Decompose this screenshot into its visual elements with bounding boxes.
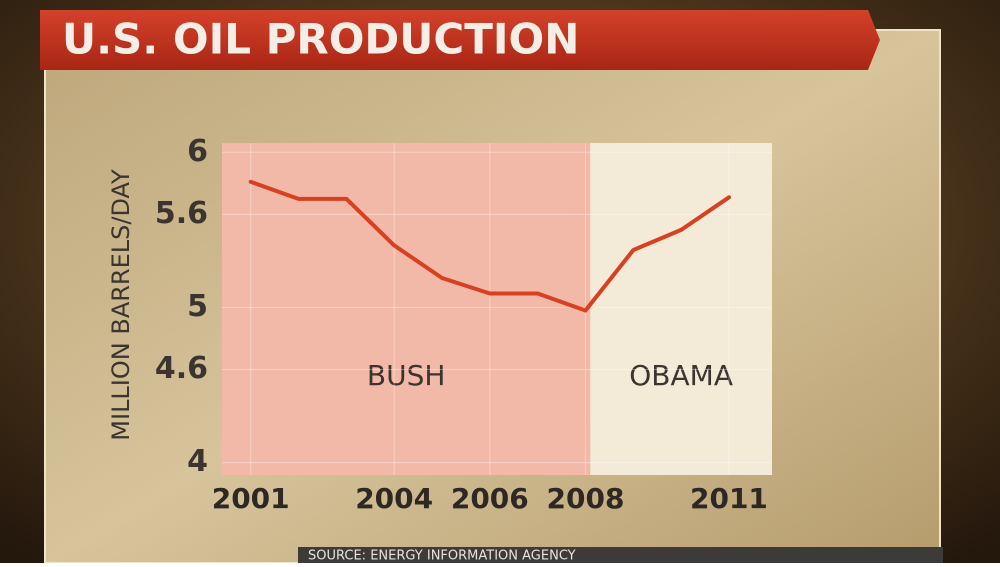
x-tick-label: 2001	[212, 482, 290, 515]
y-tick-label: 5.6	[155, 196, 208, 231]
region	[590, 143, 772, 475]
source: SOURCE: ENERGY INFORMATION AGENCY	[308, 549, 576, 564]
chart-title: U.S. OIL PRODUCTION	[62, 15, 579, 64]
x-tick-label: 2004	[355, 482, 433, 515]
y-tick-label: 5	[187, 289, 208, 324]
y-tick-label: 6	[187, 134, 208, 169]
line	[248, 179, 731, 313]
region-label: BUSH	[367, 359, 446, 392]
y-tick-label: 4	[187, 444, 208, 479]
source-bar	[298, 547, 943, 563]
x-tick-label: 2008	[547, 482, 625, 515]
title-banner	[40, 10, 880, 70]
region	[222, 143, 591, 475]
y-tick-label: 4.6	[155, 351, 208, 386]
x-tick-label: 2011	[690, 482, 768, 515]
x-tick-label: 2006	[451, 482, 529, 515]
y-axis-label: MILLION BARRELS/DAY	[107, 169, 135, 441]
region-label: OBAMA	[629, 359, 733, 392]
